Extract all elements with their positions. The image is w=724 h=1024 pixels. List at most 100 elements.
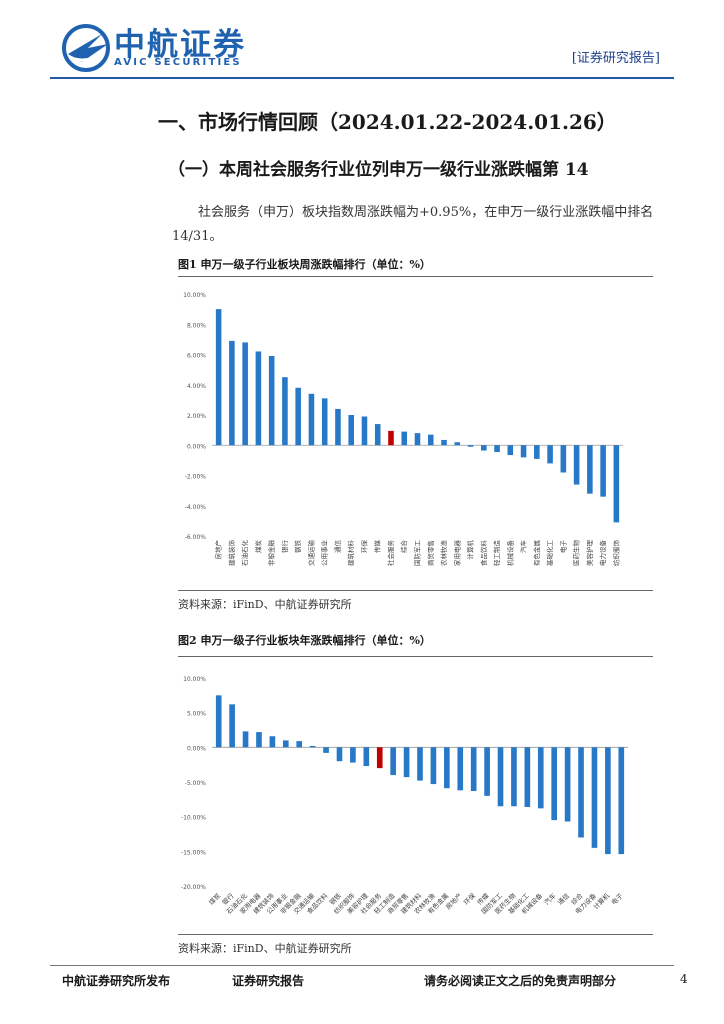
x-tick-label: 房地产 (214, 540, 223, 560)
footer-divider (50, 965, 674, 966)
figure2-yearly-bar-chart: 10.00% 5.00% 0.00% -5.00% -10.00% -15.00% -20.… (181, 676, 628, 916)
bar (534, 445, 540, 459)
bar (215, 695, 222, 748)
y-tick-label: -2.00% (185, 474, 207, 481)
bar (537, 747, 544, 809)
figure2-bottom-rule (178, 934, 653, 935)
bar (229, 704, 235, 748)
y-tick-label: 6.00% (187, 353, 206, 360)
x-tick-label: 环保 (462, 891, 478, 907)
x-tick-label: 农林牧渔 (439, 540, 448, 567)
x-tick-label: 电力设备 (598, 540, 607, 567)
x-tick-label: 轻工制造 (492, 540, 501, 567)
bar (444, 747, 450, 789)
header-divider (50, 77, 674, 79)
summary-paragraph-line1: 社会服务（申万）板块指数周涨跌幅为+0.95%，在申万一级行业涨跌幅中排名 (198, 205, 654, 220)
x-tick-label: 国防军工 (413, 540, 422, 567)
bar (430, 747, 437, 785)
bar (507, 445, 514, 456)
bar (256, 732, 262, 748)
x-tick-label: 建筑装饰 (227, 540, 236, 567)
bar (390, 747, 396, 776)
bar (497, 747, 504, 807)
bar (470, 747, 477, 792)
footer-publisher: 中航证券研究所发布 (62, 974, 171, 988)
x-tick-label: 环保 (359, 540, 368, 554)
logo-chinese-name: 中航证券 (114, 27, 246, 63)
bar (295, 387, 301, 446)
x-tick-label: 传媒 (373, 540, 382, 554)
figure1-source: 资料来源：iFinD、中航证券研究所 (178, 598, 352, 611)
y-tick-label: 5.00% (187, 711, 206, 718)
bar (578, 747, 584, 838)
bar (282, 740, 289, 748)
bar (308, 393, 315, 446)
bar (374, 424, 381, 446)
y-tick-label: -5.00% (185, 780, 207, 787)
bar (268, 356, 275, 446)
bar (564, 747, 571, 822)
bar (600, 445, 606, 497)
bar (388, 430, 394, 446)
x-tick-label: 通信 (555, 891, 571, 907)
bar (560, 445, 567, 473)
bar (335, 408, 341, 446)
footer-report-type: 证券研究报告 (232, 974, 305, 988)
y-tick-label: 0.00% (187, 745, 206, 752)
y-tick-label: -6.00% (185, 534, 207, 541)
bar (255, 351, 262, 446)
bar (414, 433, 421, 446)
x-tick-label: 有色金属 (532, 540, 541, 566)
bar (417, 747, 423, 781)
bar (511, 747, 517, 807)
bar (350, 747, 356, 763)
x-tick-label: 机械设备 (505, 540, 514, 567)
x-tick-label: 电子 (609, 891, 625, 907)
bar (587, 445, 593, 494)
bar (363, 747, 370, 767)
figure2-source: 资料来源：iFinD、中航证券研究所 (178, 942, 352, 955)
y-tick-label: 10.00% (183, 676, 206, 683)
y-tick-label: 4.00% (187, 383, 206, 390)
figure1-bottom-rule (178, 590, 653, 591)
x-tick-label: 商贸零售 (426, 540, 435, 566)
x-tick-label: 基础化工 (545, 540, 554, 567)
x-tick-label: 石油石化 (240, 540, 249, 567)
figure2-title: 图2 申万一级子行业板块年涨跌幅排行（单位：%） (178, 634, 431, 647)
bar (296, 741, 303, 748)
bar (520, 445, 527, 458)
bar (321, 398, 328, 446)
y-tick-label: 2.00% (187, 413, 206, 420)
x-tick-label: 建筑材料 (346, 540, 355, 567)
bar (481, 445, 487, 451)
bar (457, 747, 464, 791)
x-tick-label: 纺织服饰 (611, 540, 620, 567)
x-tick-label: 社会服务 (386, 540, 395, 567)
figure2-top-rule (178, 656, 653, 657)
bar (441, 439, 447, 446)
x-tick-label: 美容护理 (585, 540, 594, 567)
x-tick-label: 综合 (399, 540, 408, 554)
bar (323, 747, 329, 753)
y-tick-label: -20.00% (181, 884, 206, 891)
x-tick-label: 交通运输 (306, 540, 315, 567)
figure1-title: 图1 申万一级子行业板块周涨跌幅排行（单位：%） (178, 258, 431, 271)
bar (467, 445, 474, 447)
x-tick-label: 煤炭 (207, 891, 223, 907)
x-tick-label: 汽车 (519, 540, 528, 554)
x-tick-label: 通信 (333, 540, 342, 554)
section-title: 一、市场行情回顾（2024.01.22-2024.01.26） (158, 110, 617, 134)
y-tick-label: 10.00% (183, 292, 206, 299)
y-tick-label: -10.00% (181, 815, 206, 822)
y-tick-label: 8.00% (187, 322, 206, 329)
bar (547, 445, 553, 464)
bar (618, 747, 625, 855)
footer-disclaimer-note: 请务必阅读正文之后的免责声明部分 (424, 974, 617, 988)
x-tick-label: 银行 (280, 540, 289, 554)
x-tick-label: 计算机 (466, 540, 475, 560)
bar (605, 747, 611, 855)
bar (494, 445, 500, 453)
x-tick-label: 电子 (558, 540, 567, 554)
x-tick-label: 食品饮料 (479, 540, 488, 567)
logo-english-name: AVIC SECURITIES (114, 57, 242, 68)
